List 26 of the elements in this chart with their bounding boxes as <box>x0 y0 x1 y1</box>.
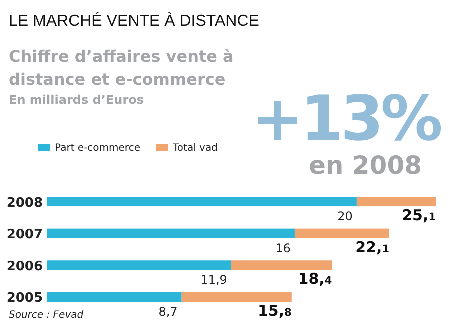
legend-label: Total vad <box>172 143 218 154</box>
data-label: 16 <box>276 241 291 256</box>
data-label: 8,7 <box>158 305 178 319</box>
total-label: 22,1 <box>356 238 390 256</box>
y-tick-label: 2007 <box>6 228 43 243</box>
text: En milliards d’Euros <box>9 93 144 107</box>
legend-label: Part e-commerce <box>55 143 140 154</box>
bar <box>47 260 232 270</box>
bar <box>47 197 357 207</box>
chart-subtitle: Chiffre d’affaires vente à distance et e-commerce <box>9 47 234 89</box>
bar <box>356 197 436 207</box>
y-tick-label: 2005 <box>6 291 43 306</box>
total-label: 15,8 <box>258 302 292 320</box>
bar <box>231 260 332 270</box>
y-tick-label: 2006 <box>6 259 43 274</box>
total-label: 18,4 <box>298 270 332 288</box>
total-label: 25,1 <box>402 206 436 225</box>
data-label: 20 <box>338 210 353 224</box>
data-label: 11,9 <box>200 273 228 288</box>
bar <box>47 292 182 302</box>
annotation: Source : Fevad <box>9 310 84 321</box>
chart-title: LE MARCHÉ VENTE À DISTANCE <box>9 12 260 30</box>
y-tick-label: 2008 <box>6 196 43 211</box>
bar <box>294 228 390 238</box>
bar <box>182 292 292 302</box>
bar <box>47 228 295 238</box>
